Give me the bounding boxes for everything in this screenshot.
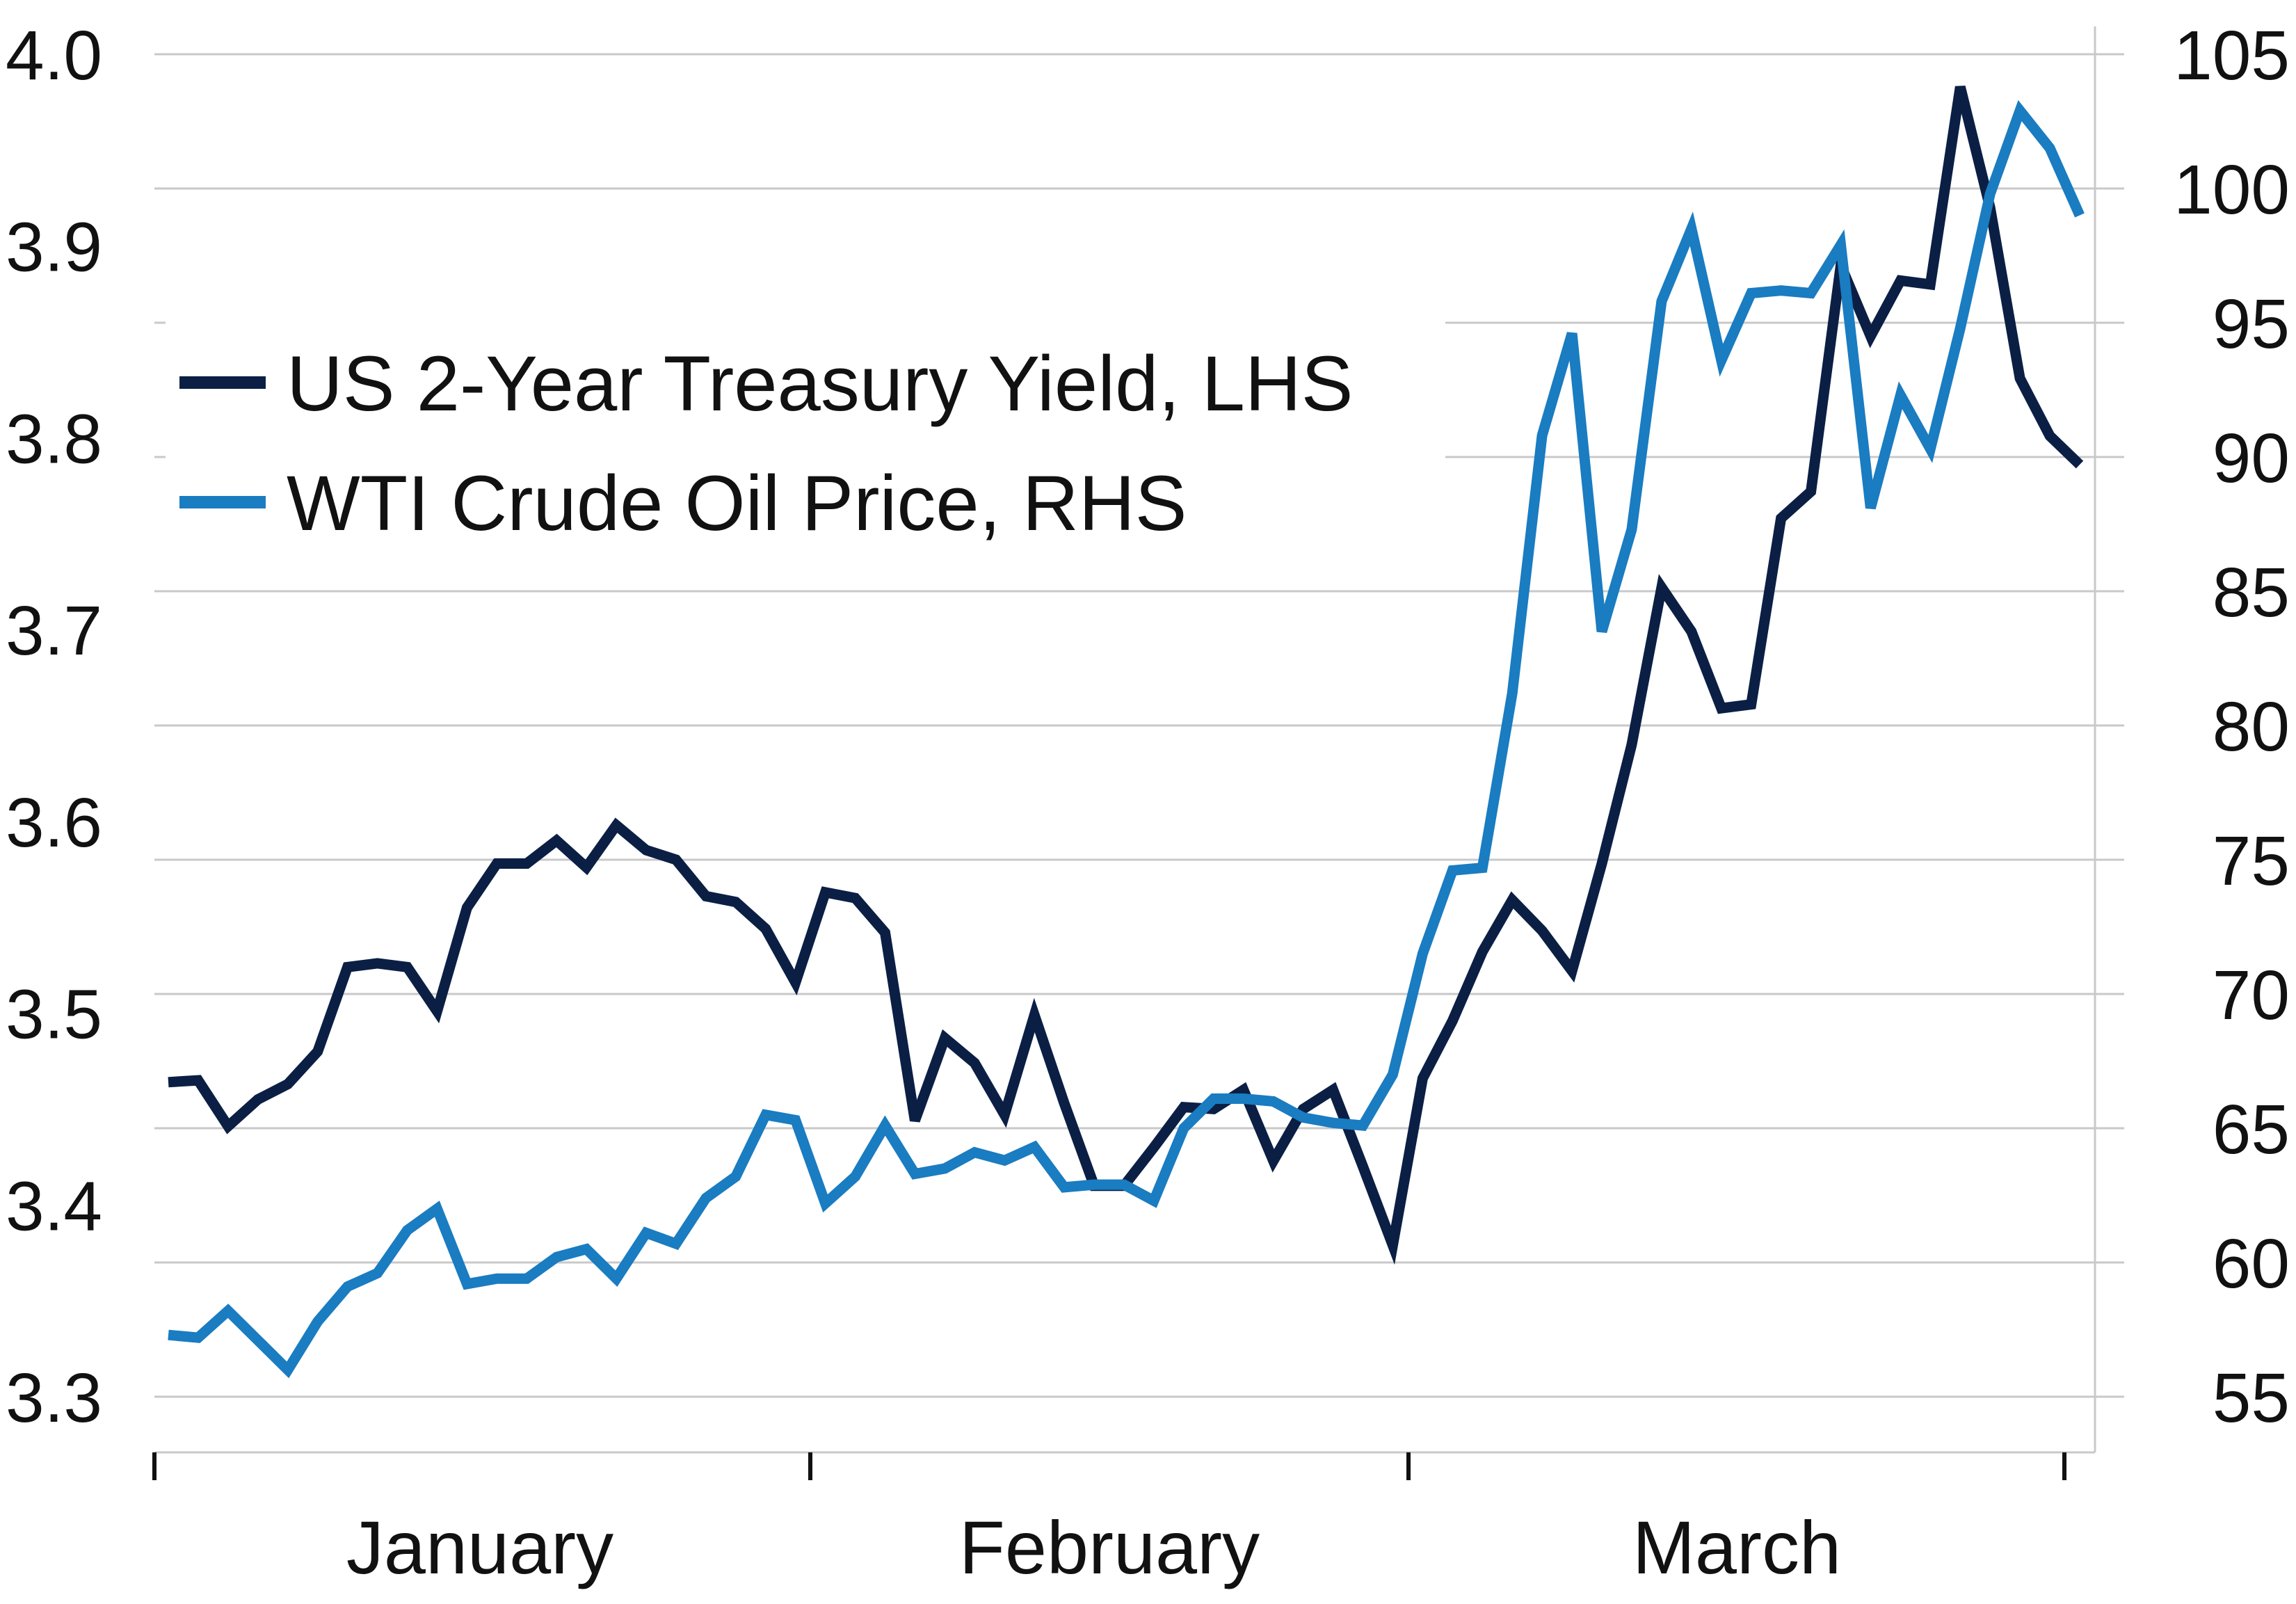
- series-line-wti-oil: [168, 99, 2085, 1379]
- x-tick-label: January: [346, 1505, 613, 1589]
- legend-label: WTI Crude Oil Price, RHS: [287, 460, 1187, 547]
- y-left-tick-label: 3.9: [6, 209, 102, 287]
- axes: 3.3 3.4 3.5 3.6 3.7 3.8 3.9 4.0 55 60 65 70 75 80 85 90…: [6, 17, 2290, 1589]
- y-right-tick-label: 60: [2213, 1225, 2290, 1303]
- y-right-tick-label: 90: [2213, 419, 2290, 497]
- gridlines: [154, 53, 2095, 1398]
- y-right-tick-label: 100: [2174, 151, 2290, 229]
- y-left-tick-label: 3.7: [6, 592, 102, 670]
- y-left-tick-label: 4.0: [6, 17, 102, 95]
- y-right-tick-label: 55: [2213, 1359, 2290, 1437]
- y-right-tick-label: 105: [2174, 17, 2290, 95]
- legend-label: US 2-Year Treasury Yield, LHS: [287, 340, 1354, 427]
- y-right-tick-label: 85: [2213, 554, 2290, 632]
- series-lines: [168, 86, 2085, 1379]
- y-right-tick-label: 65: [2213, 1091, 2290, 1169]
- y-left-tick-label: 3.3: [6, 1359, 102, 1437]
- y-right-tick-label: 80: [2213, 688, 2290, 766]
- x-tick-label: February: [959, 1505, 1260, 1589]
- legend: US 2-Year Treasury Yield, LHS WTI Crude O…: [166, 320, 1445, 556]
- y-left-tick-label: 3.8: [6, 400, 102, 478]
- y-left-tick-label: 3.5: [6, 976, 102, 1054]
- y-left-tick-label: 3.6: [6, 784, 102, 862]
- y-left-tick-label: 3.4: [6, 1167, 102, 1245]
- x-tick-label: March: [1632, 1505, 1841, 1589]
- y-right-tick-label: 75: [2213, 822, 2290, 900]
- series-line-treasury-yield: [168, 86, 2084, 1265]
- y-right-tick-label: 70: [2213, 956, 2290, 1034]
- legend-background: [166, 320, 1445, 556]
- y-right-tick-label: 95: [2213, 285, 2290, 363]
